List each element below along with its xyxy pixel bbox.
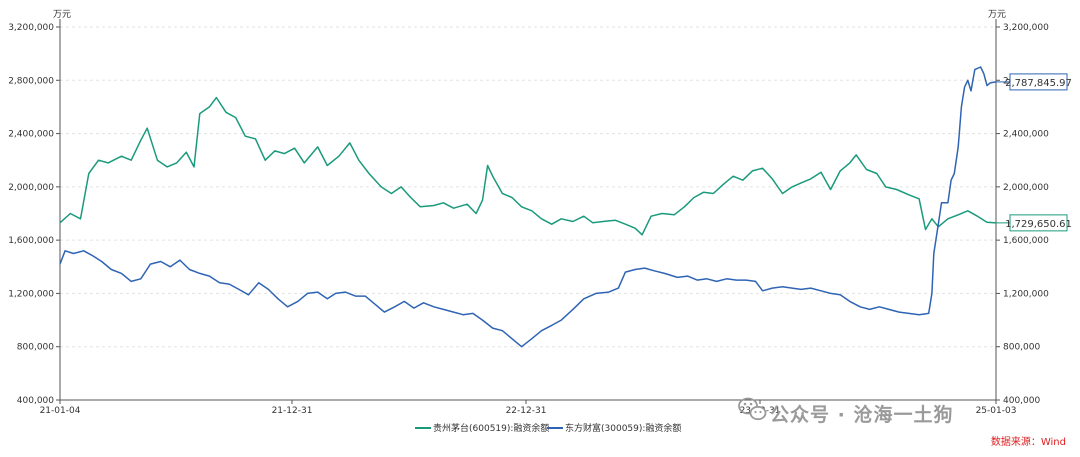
x-tick-label: 21-12-31 <box>272 406 313 416</box>
source-note: 数据来源：Wind <box>991 435 1066 448</box>
y-left-tick-label: 1,200,000 <box>8 289 54 299</box>
series-line-1 <box>59 96 997 236</box>
y-right-tick-label: 1,200,000 <box>1003 289 1049 299</box>
y-left-tick-label: 400,000 <box>17 396 54 406</box>
last-value-callouts: 1,729,650.61 2,787,845.97 <box>996 73 1072 232</box>
legend-label: 贵州茅台(600519):融资余额 <box>433 422 549 434</box>
watermark-label: 公众号 · 沧海一土狗 <box>770 403 953 426</box>
y-left-tick-label: 800,000 <box>17 343 54 353</box>
x-tick-label: 25-01-03 <box>976 406 1017 416</box>
y-left-tick-label: 2,000,000 <box>8 183 54 193</box>
y-left-tick-label: 2,400,000 <box>8 130 54 140</box>
y-right-tick-label: 400,000 <box>1003 396 1040 406</box>
x-tick-label: 22-12-31 <box>506 406 547 416</box>
legend-label: 东方财富(300059):融资余额 <box>565 422 681 434</box>
watermark: 公众号 · 沧海一土狗 <box>738 397 953 426</box>
series-group <box>59 66 997 348</box>
y-right-tick-label: 2,400,000 <box>1003 130 1049 140</box>
grid <box>60 26 996 348</box>
y-left-ticks: 3,200,000 2,800,000 2,400,000 2,000,000 1,60… <box>8 23 60 406</box>
y-right-tick-label: 1,600,000 <box>1003 236 1049 246</box>
wechat-icon <box>738 397 767 421</box>
series-line-2 <box>59 66 997 348</box>
x-tick-label: 21-01-04 <box>40 406 81 416</box>
callout-box <box>1009 214 1068 232</box>
y-left-tick-label: 2,800,000 <box>8 76 54 86</box>
legend: 贵州茅台(600519):融资余额 东方财富(300059):融资余额 <box>415 422 681 434</box>
last-value-label: 1,729,650.61 <box>1005 219 1072 230</box>
y-left-tick-label: 3,200,000 <box>8 23 54 33</box>
y-right-tick-label: 800,000 <box>1003 343 1040 353</box>
last-value-label: 2,787,845.97 <box>1005 78 1072 89</box>
y-right-unit: 万元 <box>988 10 1006 20</box>
y-left-tick-label: 1,600,000 <box>8 236 54 246</box>
y-right-tick-label: 2,000,000 <box>1003 183 1049 193</box>
y-right-tick-label: 3,200,000 <box>1003 23 1049 33</box>
callout-box <box>1009 73 1068 91</box>
y-left-unit: 万元 <box>53 10 71 20</box>
